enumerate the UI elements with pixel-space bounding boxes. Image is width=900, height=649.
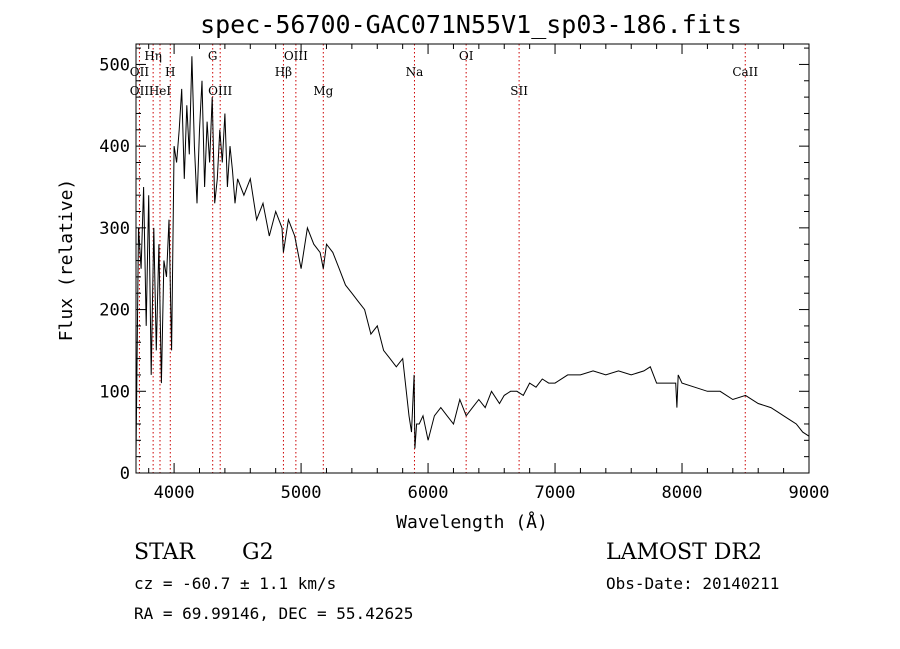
y-axis-ticks: 0 100 200 300 400 500: [99, 47, 809, 484]
object-subclass: G2: [242, 540, 274, 565]
line-label-5: G: [208, 49, 218, 63]
line-label-7: Hβ: [275, 65, 292, 79]
y-tick-label: 100: [99, 382, 130, 402]
y-tick-label: 0: [120, 464, 130, 484]
spectral-line-labels: OII OII Hη HeI H G OIII Hβ OIII Mg Na OI SII CaII: [130, 49, 759, 98]
coordinates: RA = 69.99146, DEC = 55.42625: [134, 604, 413, 623]
line-label-0: OII: [130, 65, 150, 79]
line-label-12: SII: [510, 84, 528, 98]
spectrum-series: [135, 56, 810, 457]
chart-title: spec-56700-GAC071N55V1_sp03-186.fits: [200, 10, 742, 39]
line-label-9: Mg: [313, 84, 333, 98]
x-axis-label: Wavelength (Å): [396, 511, 548, 533]
line-label-3: HeI: [149, 84, 172, 98]
x-tick-label: 9000: [789, 483, 830, 503]
line-label-10: Na: [406, 65, 424, 79]
spectral-line-markers: [138, 44, 746, 473]
y-tick-label: 300: [99, 219, 130, 239]
plot-frame: [135, 43, 810, 474]
redshift-readout: cz = -60.7 ± 1.1 km/s: [134, 574, 336, 593]
survey-name: LAMOST DR2: [606, 540, 762, 565]
line-label-8: OIII: [284, 49, 308, 63]
y-tick-label: 400: [99, 137, 130, 157]
y-tick-label: 500: [99, 55, 130, 75]
x-tick-label: 8000: [662, 483, 703, 503]
x-axis-ticks: 4000 5000 6000 7000 8000 9000: [148, 44, 830, 503]
x-tick-label: 5000: [281, 483, 322, 503]
observation-date: Obs-Date: 20140211: [606, 574, 779, 593]
line-label-2: Hη: [144, 49, 162, 63]
x-tick-label: 4000: [154, 483, 195, 503]
line-label-1: OII: [130, 84, 150, 98]
x-tick-label: 7000: [535, 483, 576, 503]
y-axis-label: Flux (relative): [56, 179, 77, 342]
line-label-13: CaII: [732, 65, 758, 79]
line-label-4: H: [165, 65, 175, 79]
x-tick-label: 6000: [408, 483, 449, 503]
object-class: STAR: [134, 540, 196, 565]
y-tick-label: 200: [99, 301, 130, 321]
spectrum-line-0: [135, 56, 810, 457]
line-label-6: OIII: [208, 84, 232, 98]
line-label-11: OI: [459, 49, 474, 63]
